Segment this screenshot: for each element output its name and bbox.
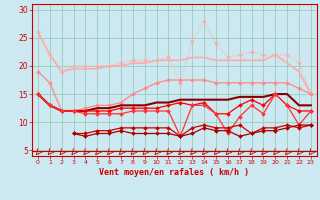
X-axis label: Vent moyen/en rafales ( km/h ): Vent moyen/en rafales ( km/h )	[100, 168, 249, 177]
